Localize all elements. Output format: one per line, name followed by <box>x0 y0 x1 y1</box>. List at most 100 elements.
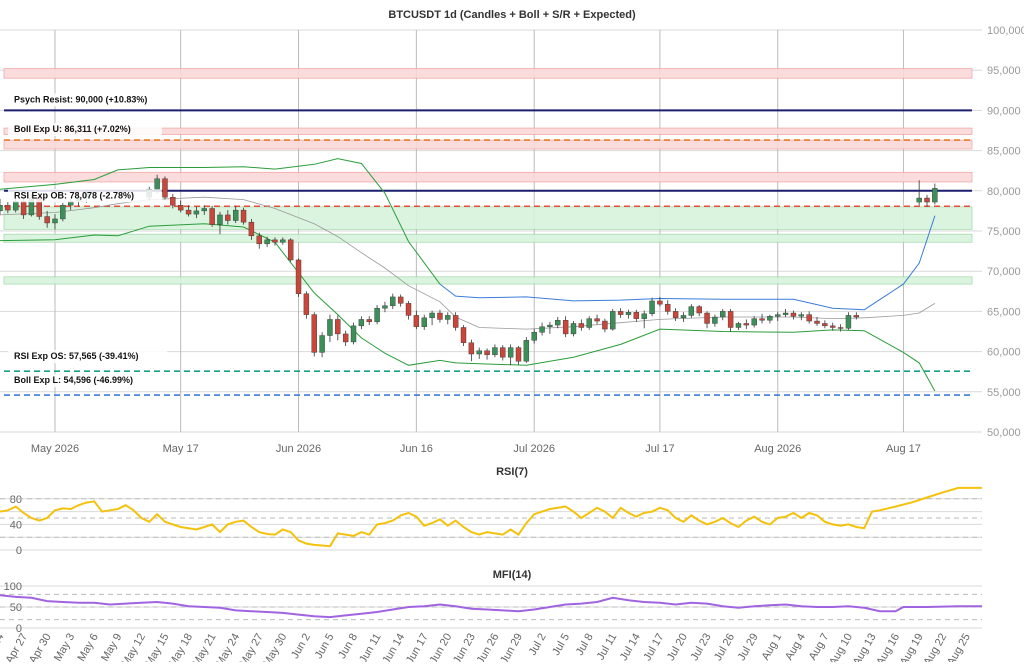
candle-down <box>405 303 412 316</box>
candle-up <box>492 347 498 356</box>
resistance-zone <box>3 171 973 183</box>
candle-up <box>775 314 781 317</box>
candle-up <box>374 307 380 323</box>
candle-up <box>932 188 938 203</box>
candle-down <box>822 323 828 327</box>
boll-upper-line <box>0 158 441 285</box>
candle-up <box>720 311 726 318</box>
candle-down <box>452 315 459 328</box>
candle-down <box>295 259 302 294</box>
rsi-panel: 0 40 80 <box>0 486 982 557</box>
candle-down <box>225 214 231 221</box>
candle-down <box>397 296 404 304</box>
candle-down <box>657 300 663 305</box>
level-label: RSI Exp OS: 57,565 (-39.41%) <box>14 351 139 361</box>
level-label-bg <box>8 123 162 137</box>
candle-up <box>327 319 333 336</box>
candle-up <box>429 312 435 319</box>
level-label: RSI Exp OB: 78,078 (-2.78%) <box>14 190 134 200</box>
y-tick-label: 90,000 <box>987 105 1021 117</box>
candle-down <box>366 319 372 323</box>
x-tick-label: Jun 2026 <box>276 443 321 455</box>
candle-up <box>586 318 592 328</box>
candle-down <box>500 347 506 358</box>
candle-down <box>562 320 569 335</box>
boll-exp-lower-line <box>863 330 936 392</box>
candle-down <box>303 293 310 315</box>
candle-up <box>798 314 805 317</box>
candle-down <box>177 205 184 211</box>
x-tick-label: Jul 17 <box>645 443 674 455</box>
rsi-y-tick-label: 0 <box>16 545 22 557</box>
candle-down <box>468 342 475 355</box>
boll-upper-expected-line <box>439 283 865 311</box>
candle-up <box>625 312 632 315</box>
candle-down <box>837 327 844 329</box>
rsi-panel-title: RSI(7) <box>496 466 528 478</box>
candle-down <box>413 315 420 327</box>
candle-up <box>13 201 19 211</box>
mfi-panel-title: MFI(14) <box>493 569 532 581</box>
candle-up <box>782 312 789 315</box>
candle-down <box>162 178 168 198</box>
candle-down <box>185 209 192 215</box>
candle-down <box>790 312 797 317</box>
candle-down <box>743 323 750 326</box>
x-tick-label: Jun 16 <box>400 443 433 455</box>
y-tick-label: 50,000 <box>987 427 1021 439</box>
candle-down <box>256 235 262 245</box>
level-label: Psych Resist: 90,000 (+10.83%) <box>14 94 147 104</box>
candle-down <box>44 216 50 224</box>
resistance-zone <box>3 139 973 150</box>
candle-down <box>814 320 820 324</box>
mfi-y-tick-label: 100 <box>4 581 22 593</box>
candle-up <box>641 313 647 319</box>
price-panel: 50,000 55,000 60,000 65,000 70,000 75,000 80,0… <box>0 25 1024 455</box>
candle-up <box>523 340 530 362</box>
candle-up <box>555 320 561 326</box>
candle-down <box>460 327 467 343</box>
candle-up <box>735 323 742 328</box>
candle-down <box>578 323 585 328</box>
candle-up <box>547 324 553 327</box>
y-tick-label: 60,000 <box>987 347 1021 359</box>
candle-down <box>617 311 624 315</box>
candle-down <box>484 350 490 356</box>
candle-down <box>335 319 341 335</box>
level-label-bg <box>8 350 168 364</box>
y-tick-label: 85,000 <box>987 146 1021 158</box>
mfi-y-tick-label: 0 <box>16 623 22 635</box>
candle-down <box>759 318 765 321</box>
rsi-y-tick-label: 80 <box>10 494 22 506</box>
candle-up <box>845 315 852 329</box>
candle-down <box>853 315 860 318</box>
x-tick-label: Aug 2026 <box>754 443 801 455</box>
y-tick-label: 55,000 <box>987 387 1021 399</box>
x-tick-label: Aug 17 <box>886 443 921 455</box>
candle-down <box>170 197 176 206</box>
x-tick-label: May 17 <box>163 443 199 455</box>
candle-down <box>830 325 836 328</box>
candle-down <box>665 303 671 312</box>
candle-down <box>727 311 734 328</box>
candle-down <box>696 306 702 314</box>
candle-down <box>672 311 679 319</box>
candle-down <box>209 208 215 225</box>
candle-down <box>248 221 255 237</box>
candle-up <box>0 205 3 212</box>
candle-up <box>751 318 757 326</box>
candle-down <box>594 318 600 322</box>
candle-down <box>5 205 11 211</box>
candle-up <box>531 332 537 341</box>
y-tick-label: 65,000 <box>987 306 1021 318</box>
y-tick-label: 75,000 <box>987 226 1021 238</box>
candle-up <box>649 300 655 315</box>
candle-up <box>60 205 66 220</box>
resistance-zone <box>3 68 973 79</box>
candle-up <box>610 311 616 330</box>
boll-exp-mid-line <box>864 303 936 319</box>
candle-down <box>924 197 930 203</box>
candle-up <box>507 347 514 358</box>
candle-up <box>350 325 357 343</box>
